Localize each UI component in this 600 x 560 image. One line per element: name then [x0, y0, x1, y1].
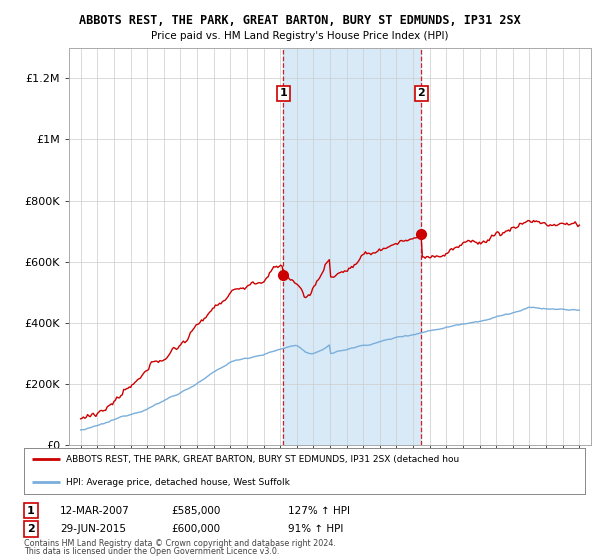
Text: 2: 2 [418, 88, 425, 99]
Text: 91% ↑ HPI: 91% ↑ HPI [288, 524, 343, 534]
Text: £585,000: £585,000 [171, 506, 220, 516]
Text: ABBOTS REST, THE PARK, GREAT BARTON, BURY ST EDMUNDS, IP31 2SX (detached hou: ABBOTS REST, THE PARK, GREAT BARTON, BUR… [66, 455, 460, 464]
Text: Price paid vs. HM Land Registry's House Price Index (HPI): Price paid vs. HM Land Registry's House … [151, 31, 449, 41]
Text: ABBOTS REST, THE PARK, GREAT BARTON, BURY ST EDMUNDS, IP31 2SX: ABBOTS REST, THE PARK, GREAT BARTON, BUR… [79, 14, 521, 27]
Text: 127% ↑ HPI: 127% ↑ HPI [288, 506, 350, 516]
Text: 1: 1 [280, 88, 287, 99]
Text: 2: 2 [27, 524, 35, 534]
Bar [283, 48, 421, 445]
Text: £600,000: £600,000 [171, 524, 220, 534]
Text: 1: 1 [27, 506, 35, 516]
Text: This data is licensed under the Open Government Licence v3.0.: This data is licensed under the Open Gov… [24, 547, 280, 556]
Text: Contains HM Land Registry data © Crown copyright and database right 2024.: Contains HM Land Registry data © Crown c… [24, 539, 336, 548]
Text: HPI: Average price, detached house, West Suffolk: HPI: Average price, detached house, West… [66, 478, 290, 487]
Text: 12-MAR-2007: 12-MAR-2007 [60, 506, 130, 516]
Text: 29-JUN-2015: 29-JUN-2015 [60, 524, 126, 534]
